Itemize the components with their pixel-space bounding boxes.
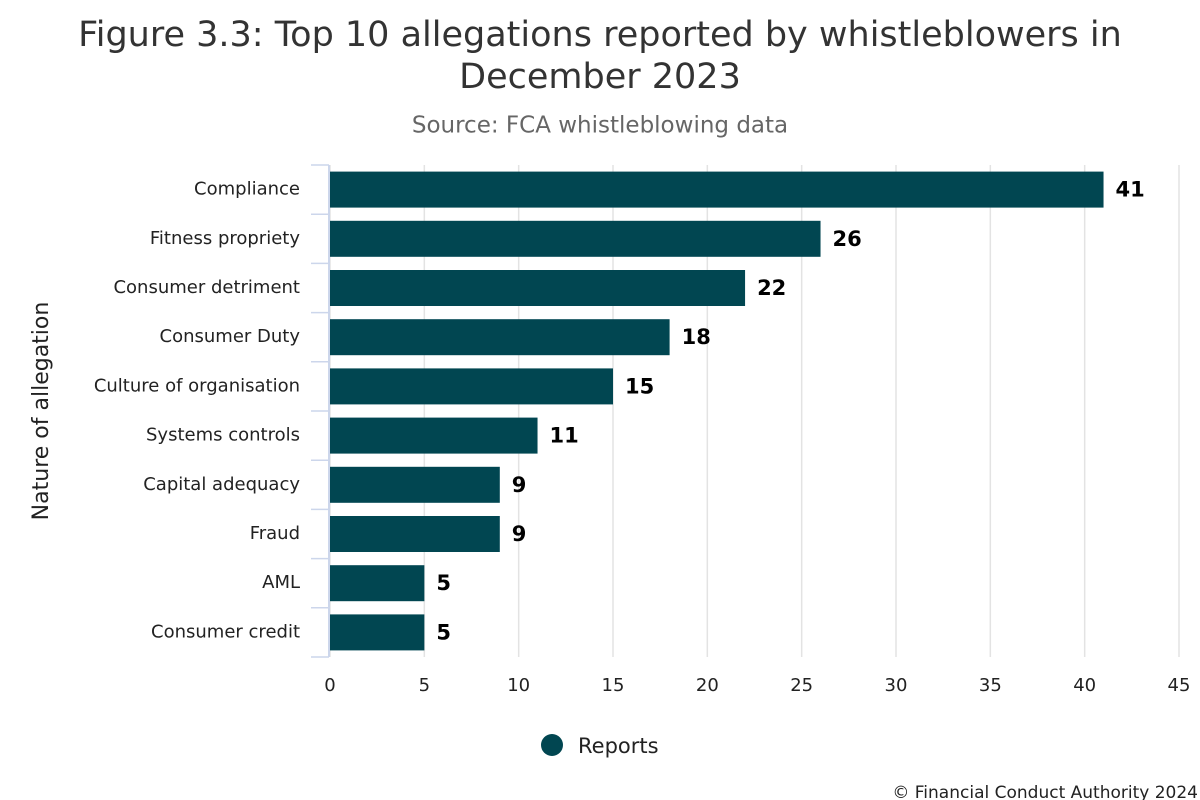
x-tick-label: 15 — [602, 675, 625, 696]
data-label: 11 — [550, 424, 579, 448]
bar — [330, 565, 425, 602]
y-tick-label: Culture of organisation — [94, 375, 300, 396]
data-label: 9 — [512, 473, 527, 497]
bar — [330, 614, 425, 651]
data-label: 5 — [436, 620, 451, 644]
data-label: 18 — [682, 325, 711, 349]
bar — [330, 417, 538, 454]
x-tick-label: 45 — [1168, 675, 1191, 696]
y-tick-label: Fraud — [250, 523, 300, 544]
bar — [330, 319, 670, 356]
x-tick-label: 20 — [696, 675, 719, 696]
x-tick-label: 30 — [885, 675, 908, 696]
data-label: 41 — [1116, 178, 1145, 202]
data-label: 26 — [833, 227, 862, 251]
y-tick-label: Fitness propriety — [150, 228, 300, 249]
data-label: 22 — [757, 276, 786, 300]
bar — [330, 368, 613, 405]
y-tick-label: Systems controls — [146, 425, 300, 446]
bar — [330, 466, 500, 503]
legend-marker — [541, 734, 563, 756]
x-tick-label: 35 — [979, 675, 1002, 696]
bar — [330, 270, 746, 306]
y-axis-title: Nature of allegation — [29, 302, 54, 521]
bar — [330, 171, 1104, 208]
y-tick-label: AML — [262, 572, 300, 593]
footer: © Financial Conduct Authority 2024 — [892, 783, 1198, 800]
x-tick-label: 10 — [507, 675, 530, 696]
y-tick-label: Consumer credit — [151, 621, 300, 642]
chart-title: Figure 3.3: Top 10 allegations reported … — [78, 15, 1122, 97]
chart-subtitle: Source: FCA whistleblowing data — [412, 113, 788, 139]
data-label: 9 — [512, 522, 527, 546]
data-label: 5 — [436, 571, 451, 595]
legend-label: Reports — [578, 734, 659, 758]
bar — [330, 220, 821, 257]
y-tick-label: Consumer Duty — [160, 326, 301, 347]
y-tick-label: Capital adequacy — [143, 474, 300, 495]
data-label: 15 — [625, 374, 654, 398]
x-tick-label: 5 — [419, 675, 430, 696]
y-tick-label: Consumer detriment — [113, 277, 300, 298]
bar — [330, 516, 500, 552]
x-tick-label: 0 — [324, 675, 335, 696]
y-tick-label: Compliance — [194, 179, 300, 200]
x-tick-label: 40 — [1073, 675, 1096, 696]
x-tick-label: 25 — [790, 675, 813, 696]
